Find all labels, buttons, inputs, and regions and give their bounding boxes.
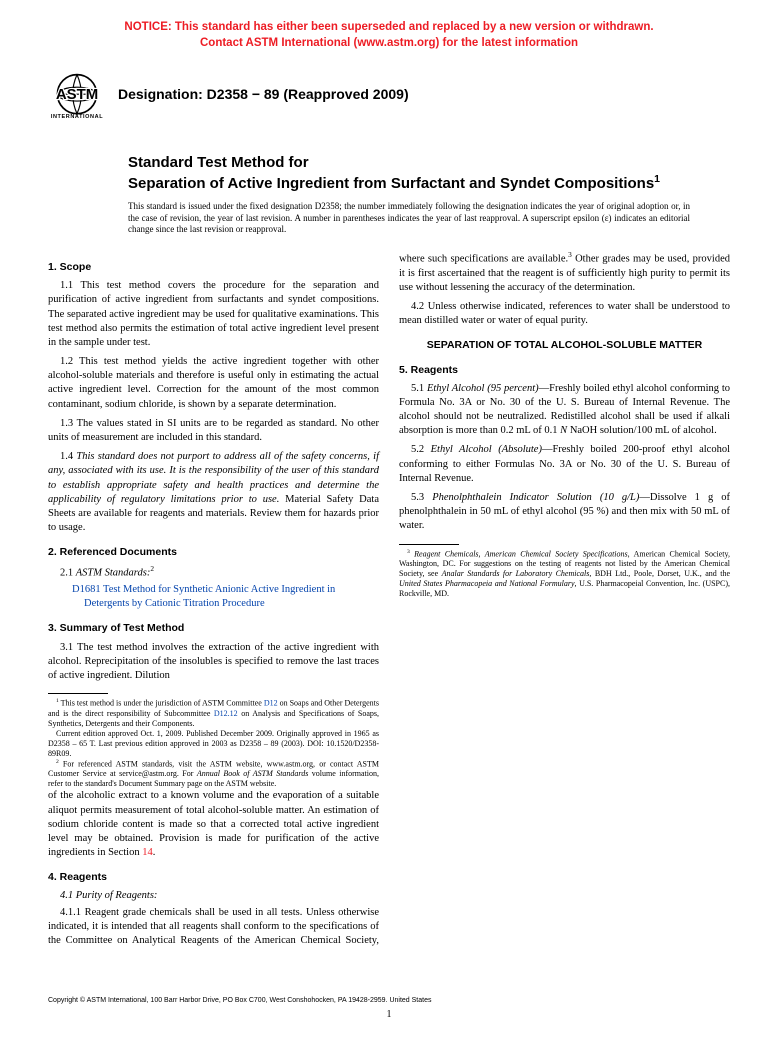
footnote-rule-right	[399, 544, 459, 545]
para-1-2: 1.2 This test method yields the active i…	[48, 355, 379, 412]
notice-line2: Contact ASTM International (www.astm.org…	[200, 37, 578, 49]
section-reagents5: 5. Reagents	[399, 363, 730, 377]
section-reagents4: 4. Reagents	[48, 870, 379, 884]
svg-text:ASTM: ASTM	[56, 86, 98, 103]
body-columns: 1. Scope 1.1 This test method covers the…	[48, 250, 730, 950]
designation: Designation: D2358 − 89 (Reapproved 2009…	[118, 85, 409, 104]
copyright: Copyright © ASTM International, 100 Barr…	[48, 996, 432, 1005]
para-5-2: 5.2 Ethyl Alcohol (Absolute)—Freshly boi…	[399, 443, 730, 486]
section-summary: 3. Summary of Test Method	[48, 621, 379, 635]
section-scope: 1. Scope	[48, 260, 379, 274]
title-line2: Separation of Active Ingredient from Sur…	[128, 175, 654, 192]
para-1-1: 1.1 This test method covers the procedur…	[48, 279, 379, 350]
para-4-2: 4.2 Unless otherwise indicated, referenc…	[399, 300, 730, 328]
doc-title: Standard Test Method for Separation of A…	[128, 153, 690, 193]
page-number: 1	[0, 1008, 778, 1022]
para-4-1: 4.1 Purity of Reagents:	[48, 889, 379, 903]
para-3-1b: of the alcoholic extract to a known volu…	[48, 789, 379, 860]
fn3: 3 Reagent Chemicals, American Chemical S…	[399, 549, 730, 600]
para-5-1: 5.1 Ethyl Alcohol (95 percent)—Freshly b…	[399, 382, 730, 439]
separation-heading: SEPARATION OF TOTAL ALCOHOL-SOLUBLE MATT…	[399, 338, 730, 352]
para-3-1a: 3.1 The test method involves the extract…	[48, 641, 379, 684]
para-5-3: 5.3 Phenolphthalein Indicator Solution (…	[399, 491, 730, 534]
astm-logo: ASTM INTERNATIONAL	[48, 67, 106, 125]
title-fn: 1	[654, 173, 660, 185]
footnote-rule-left	[48, 693, 108, 694]
notice-line1: NOTICE: This standard has either been su…	[124, 21, 653, 33]
fn1-line1: 1 This test method is under the jurisdic…	[48, 698, 379, 729]
title-line1: Standard Test Method for	[128, 154, 309, 171]
intro-note: This standard is issued under the fixed …	[128, 201, 690, 236]
title-block: Standard Test Method for Separation of A…	[128, 153, 690, 236]
ref-d1681[interactable]: D1681 Test Method for Synthetic Anionic …	[60, 583, 379, 611]
para-1-4: 1.4 This standard does not purport to ad…	[48, 450, 379, 535]
section-refdocs: 2. Referenced Documents	[48, 545, 379, 559]
fn1-line2: Current edition approved Oct. 1, 2009. P…	[48, 729, 379, 759]
astm-logo-icon: ASTM	[48, 70, 106, 116]
para-1-3: 1.3 The values stated in SI units are to…	[48, 417, 379, 445]
fn2: 2 For referenced ASTM standards, visit t…	[48, 759, 379, 790]
para-2-1: 2.1 ASTM Standards:2	[48, 564, 379, 581]
logo-subtext: INTERNATIONAL	[51, 114, 103, 121]
header: ASTM INTERNATIONAL Designation: D2358 − …	[48, 67, 730, 125]
notice-banner: NOTICE: This standard has either been su…	[48, 20, 730, 51]
